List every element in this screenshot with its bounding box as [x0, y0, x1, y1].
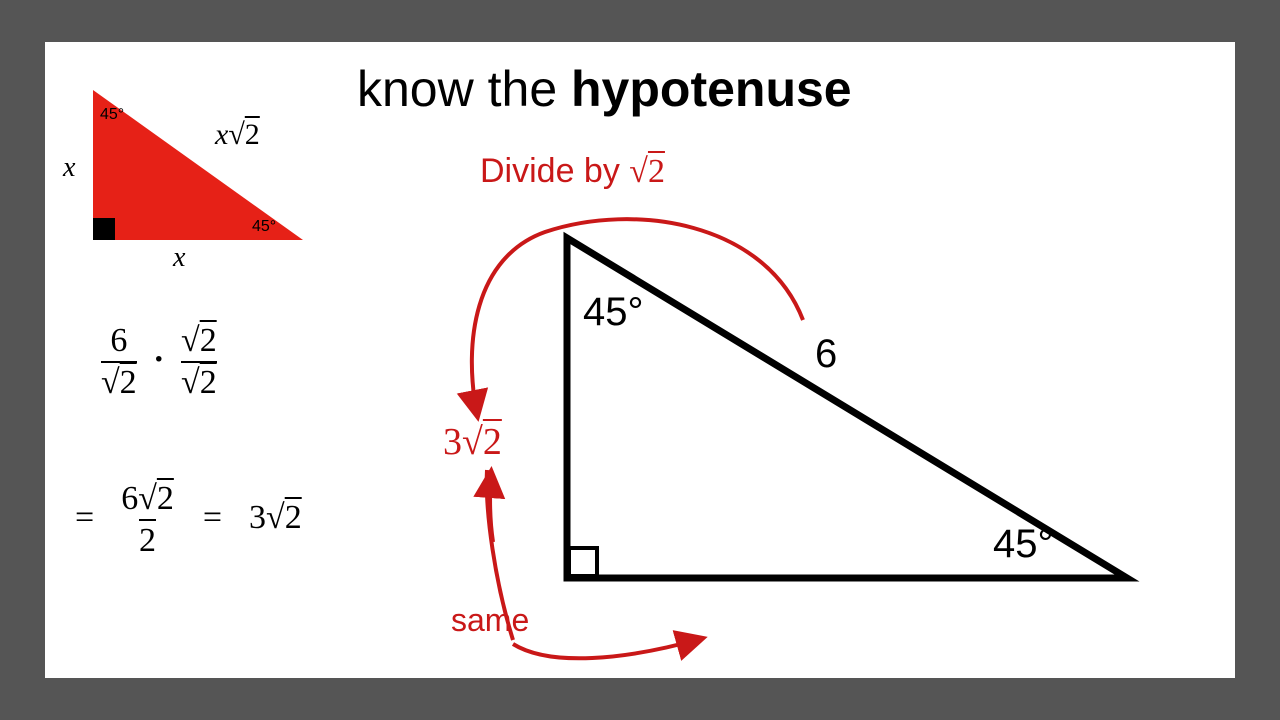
arrows	[45, 42, 1235, 678]
outer-frame: know the hypotenuse 45° 45° x x x√2 6 √2…	[0, 0, 1280, 720]
slide: know the hypotenuse 45° 45° x x x√2 6 √2…	[45, 42, 1235, 678]
